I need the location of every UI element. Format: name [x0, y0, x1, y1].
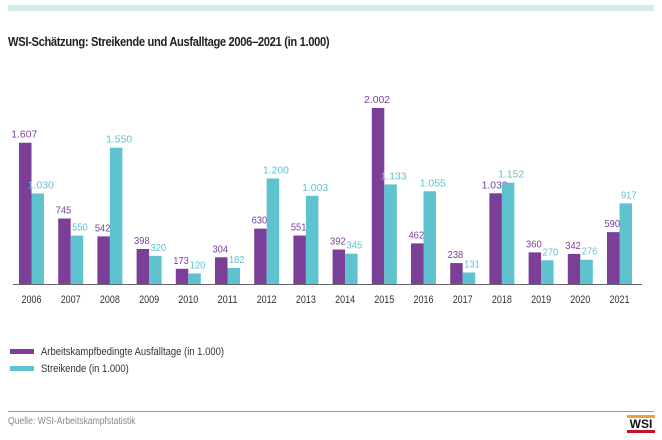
legend-label: Streikende (in 1.000): [41, 362, 129, 375]
data-label-streikende-2020: 276: [582, 246, 598, 258]
legend-swatch-purple: [10, 349, 34, 354]
data-label-ausfalltage-2012: 630: [252, 215, 268, 227]
bar-ausfalltage-2006: [19, 142, 32, 284]
footer-divider: [8, 411, 654, 412]
legend: Arbeitskampfbedingte Ausfalltage (in 1.0…: [10, 343, 254, 377]
x-tick-label-2020: 2020: [570, 294, 590, 306]
bar-streikende-2014: [345, 253, 358, 284]
x-tick-label-2011: 2011: [218, 294, 238, 306]
bar-streikende-2011: [227, 268, 240, 284]
legend-swatch-teal: [10, 366, 34, 371]
bar-ausfalltage-2010: [175, 268, 189, 284]
data-label-streikende-2011: 182: [229, 254, 245, 266]
logo-bottom-bar: [627, 430, 655, 433]
data-label-ausfalltage-2015: 2.002: [364, 94, 390, 106]
x-tick-label-2019: 2019: [531, 294, 551, 306]
data-label-ausfalltage-2019: 360: [526, 238, 542, 250]
data-label-streikende-2016: 1.055: [420, 177, 446, 189]
bar-ausfalltage-2021: [607, 232, 620, 284]
bar-streikende-2020: [580, 259, 593, 284]
bar-streikende-2016: [423, 191, 436, 284]
x-tick-label-2008: 2008: [100, 294, 120, 306]
x-tick-label-2012: 2012: [257, 294, 277, 306]
bar-ausfalltage-2018: [489, 193, 502, 284]
bar-streikende-2013: [305, 195, 319, 284]
bar-streikende-2015: [384, 184, 397, 284]
data-label-ausfalltage-2010: 173: [173, 255, 189, 267]
legend-item-ausfalltage: Arbeitskampfbedingte Ausfalltage (in 1.0…: [10, 343, 254, 360]
x-tick-label-2021: 2021: [610, 294, 630, 306]
data-label-ausfalltage-2018: 1.032: [482, 179, 508, 191]
data-label-ausfalltage-2017: 238: [448, 249, 464, 261]
data-label-streikende-2008: 1.550: [106, 134, 132, 146]
bar-ausfalltage-2016: [411, 243, 424, 284]
bar-ausfalltage-2012: [254, 228, 267, 284]
data-label-ausfalltage-2011: 304: [212, 243, 228, 255]
bar-streikende-2012: [266, 178, 280, 284]
bar-streikende-2017: [462, 272, 476, 284]
bar-streikende-2009: [149, 255, 162, 284]
bar-streikende-2019: [541, 260, 554, 284]
x-tick-label-2016: 2016: [414, 294, 434, 306]
data-label-ausfalltage-2016: 462: [408, 229, 424, 241]
data-label-ausfalltage-2009: 398: [134, 235, 150, 247]
bar-ausfalltage-2019: [528, 252, 542, 284]
bar-ausfalltage-2017: [450, 263, 463, 284]
logo-top-bar: [627, 415, 655, 418]
data-label-ausfalltage-2013: 551: [291, 222, 307, 234]
source-note: Quelle: WSI-Arbeitskampfstatistik: [8, 416, 136, 427]
x-tick-label-2010: 2010: [178, 294, 198, 306]
bar-ausfalltage-2011: [215, 257, 228, 284]
bar-streikende-2010: [188, 273, 201, 284]
bar-streikende-2008: [109, 147, 123, 284]
bar-ausfalltage-2014: [332, 249, 346, 284]
data-label-streikende-2012: 1.200: [263, 165, 289, 177]
x-tick-label-2017: 2017: [453, 294, 473, 306]
bar-streikende-2007: [70, 235, 84, 284]
data-label-streikende-2017: 131: [464, 258, 480, 270]
x-tick-label-2007: 2007: [61, 294, 81, 306]
bar-ausfalltage-2020: [567, 253, 581, 284]
data-label-ausfalltage-2014: 392: [330, 236, 346, 248]
legend-label: Arbeitskampfbedingte Ausfalltage (in 1.0…: [41, 345, 225, 358]
data-label-streikende-2014: 345: [347, 240, 363, 252]
logo-text: WSI: [629, 417, 653, 431]
x-tick-label-2013: 2013: [296, 294, 316, 306]
x-tick-label-2015: 2015: [374, 294, 394, 306]
data-label-streikende-2009: 320: [151, 242, 167, 254]
data-label-streikende-2007: 550: [72, 222, 88, 234]
data-label-streikende-2013: 1.003: [302, 182, 328, 194]
bar-ausfalltage-2015: [371, 108, 385, 284]
data-label-streikende-2021: 917: [621, 189, 637, 201]
bar-streikende-2021: [619, 203, 632, 284]
bar-streikende-2018: [501, 182, 515, 284]
data-label-ausfalltage-2021: 590: [604, 218, 620, 230]
bar-ausfalltage-2007: [58, 218, 71, 284]
data-label-streikende-2019: 270: [543, 246, 559, 258]
bar-streikende-2006: [31, 193, 44, 284]
x-tick-label-2009: 2009: [139, 294, 159, 306]
data-label-ausfalltage-2008: 542: [95, 222, 111, 234]
top-band: [8, 5, 654, 11]
data-label-ausfalltage-2006: 1.607: [11, 129, 37, 141]
data-label-ausfalltage-2020: 342: [565, 240, 581, 252]
x-tick-label-2006: 2006: [22, 294, 42, 306]
bar-ausfalltage-2008: [97, 236, 110, 284]
legend-item-streikende: Streikende (in 1.000): [10, 360, 254, 377]
bar-chart: 1.6071.030200674555020075421.55020083983…: [11, 94, 642, 306]
wsi-logo: WSI: [627, 415, 655, 433]
data-label-streikende-2018: 1.152: [498, 169, 524, 181]
x-tick-label-2018: 2018: [492, 294, 512, 306]
chart-title: WSI-Schätzung: Streikende und Ausfalltag…: [8, 34, 330, 49]
bar-ausfalltage-2013: [293, 235, 306, 284]
data-label-ausfalltage-2007: 745: [56, 205, 72, 217]
data-label-streikende-2010: 120: [190, 259, 206, 271]
data-label-streikende-2015: 1.133: [381, 170, 407, 182]
bar-ausfalltage-2009: [136, 249, 150, 284]
data-label-streikende-2006: 1.030: [28, 179, 54, 191]
x-tick-label-2014: 2014: [335, 294, 355, 306]
